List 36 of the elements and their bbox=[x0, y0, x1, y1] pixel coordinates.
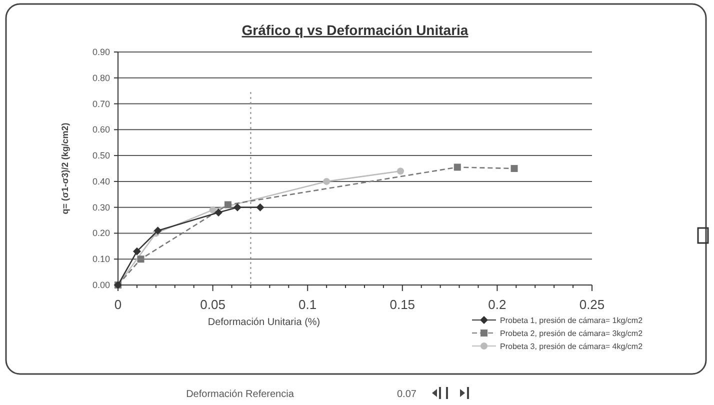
point bbox=[154, 226, 162, 235]
point bbox=[214, 208, 222, 217]
point bbox=[397, 168, 404, 175]
point bbox=[209, 206, 216, 214]
x-tick-label: 0.15 bbox=[390, 297, 416, 312]
point bbox=[137, 256, 144, 263]
point bbox=[454, 164, 461, 171]
y-tick-label: 0.40 bbox=[92, 176, 110, 186]
y-tick-label: 0.30 bbox=[92, 202, 110, 212]
point bbox=[224, 201, 232, 208]
x-tick-label: 0.2 bbox=[488, 297, 506, 312]
y-tick-label: 0.50 bbox=[92, 150, 110, 161]
x-tick-label: 0.05 bbox=[200, 297, 226, 312]
y-tick-label: 0.10 bbox=[92, 254, 110, 264]
text: Deformación Referencia bbox=[186, 389, 294, 400]
y-tick-label: 0.20 bbox=[92, 228, 110, 238]
x-tick-label: 0.25 bbox=[579, 297, 605, 312]
x-tick-label: 0.1 bbox=[298, 297, 317, 312]
chart-title: Gráfico q vs Deformación Unitaria bbox=[242, 22, 468, 38]
text: 0.07 bbox=[397, 389, 417, 400]
legend-label: Probeta 3, presión de cámara= 4kg/cm2 bbox=[500, 342, 644, 351]
x-tick-label: 0 bbox=[114, 297, 122, 312]
point bbox=[233, 203, 242, 212]
point bbox=[323, 178, 330, 185]
point bbox=[132, 247, 141, 256]
y-tick-label: 0.90 bbox=[92, 47, 110, 57]
y-tick-label: 0.80 bbox=[92, 72, 110, 83]
y-tick-label: 0.60 bbox=[92, 124, 110, 135]
legend-label: Probeta 1, presión de cámara= 1kg/cm2 bbox=[500, 316, 644, 325]
y-axis-title: q= (σ1-σ3)/2 (kg/cm2) bbox=[60, 122, 70, 214]
point bbox=[256, 203, 264, 212]
point bbox=[510, 165, 518, 172]
y-tick-label: 0.00 bbox=[92, 280, 110, 290]
y-tick-label: 0.70 bbox=[92, 98, 110, 109]
legend-label: Probeta 2, presión de cámara= 3kg/cm2 bbox=[500, 329, 644, 338]
x-axis-title: Deformación Unitaria (%) bbox=[208, 317, 320, 328]
